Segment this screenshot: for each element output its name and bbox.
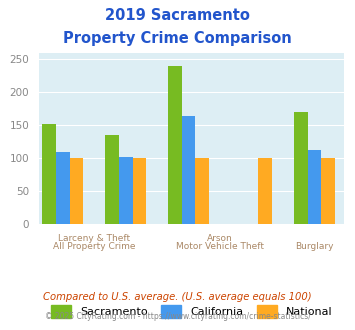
- Text: All Property Crime: All Property Crime: [53, 242, 136, 250]
- Text: Larceny & Theft: Larceny & Theft: [58, 234, 130, 243]
- Legend: Sacramento, California, National: Sacramento, California, National: [51, 306, 332, 317]
- Bar: [42, 124, 56, 224]
- Bar: [105, 135, 119, 224]
- Bar: [182, 116, 196, 224]
- Bar: [307, 150, 321, 224]
- Text: © 2025 CityRating.com - https://www.cityrating.com/crime-statistics/: © 2025 CityRating.com - https://www.city…: [45, 312, 310, 321]
- Text: 2019 Sacramento: 2019 Sacramento: [105, 8, 250, 23]
- Bar: [168, 66, 182, 224]
- Bar: [258, 158, 272, 224]
- Bar: [56, 152, 70, 224]
- Text: Burglary: Burglary: [295, 242, 334, 250]
- Text: Property Crime Comparison: Property Crime Comparison: [63, 31, 292, 46]
- Text: Arson: Arson: [207, 234, 233, 243]
- Bar: [196, 158, 209, 224]
- Text: Compared to U.S. average. (U.S. average equals 100): Compared to U.S. average. (U.S. average …: [43, 292, 312, 302]
- Bar: [294, 112, 307, 224]
- Bar: [132, 158, 146, 224]
- Text: Motor Vehicle Theft: Motor Vehicle Theft: [176, 242, 264, 250]
- Bar: [70, 158, 83, 224]
- Bar: [321, 158, 335, 224]
- Bar: [119, 157, 132, 224]
